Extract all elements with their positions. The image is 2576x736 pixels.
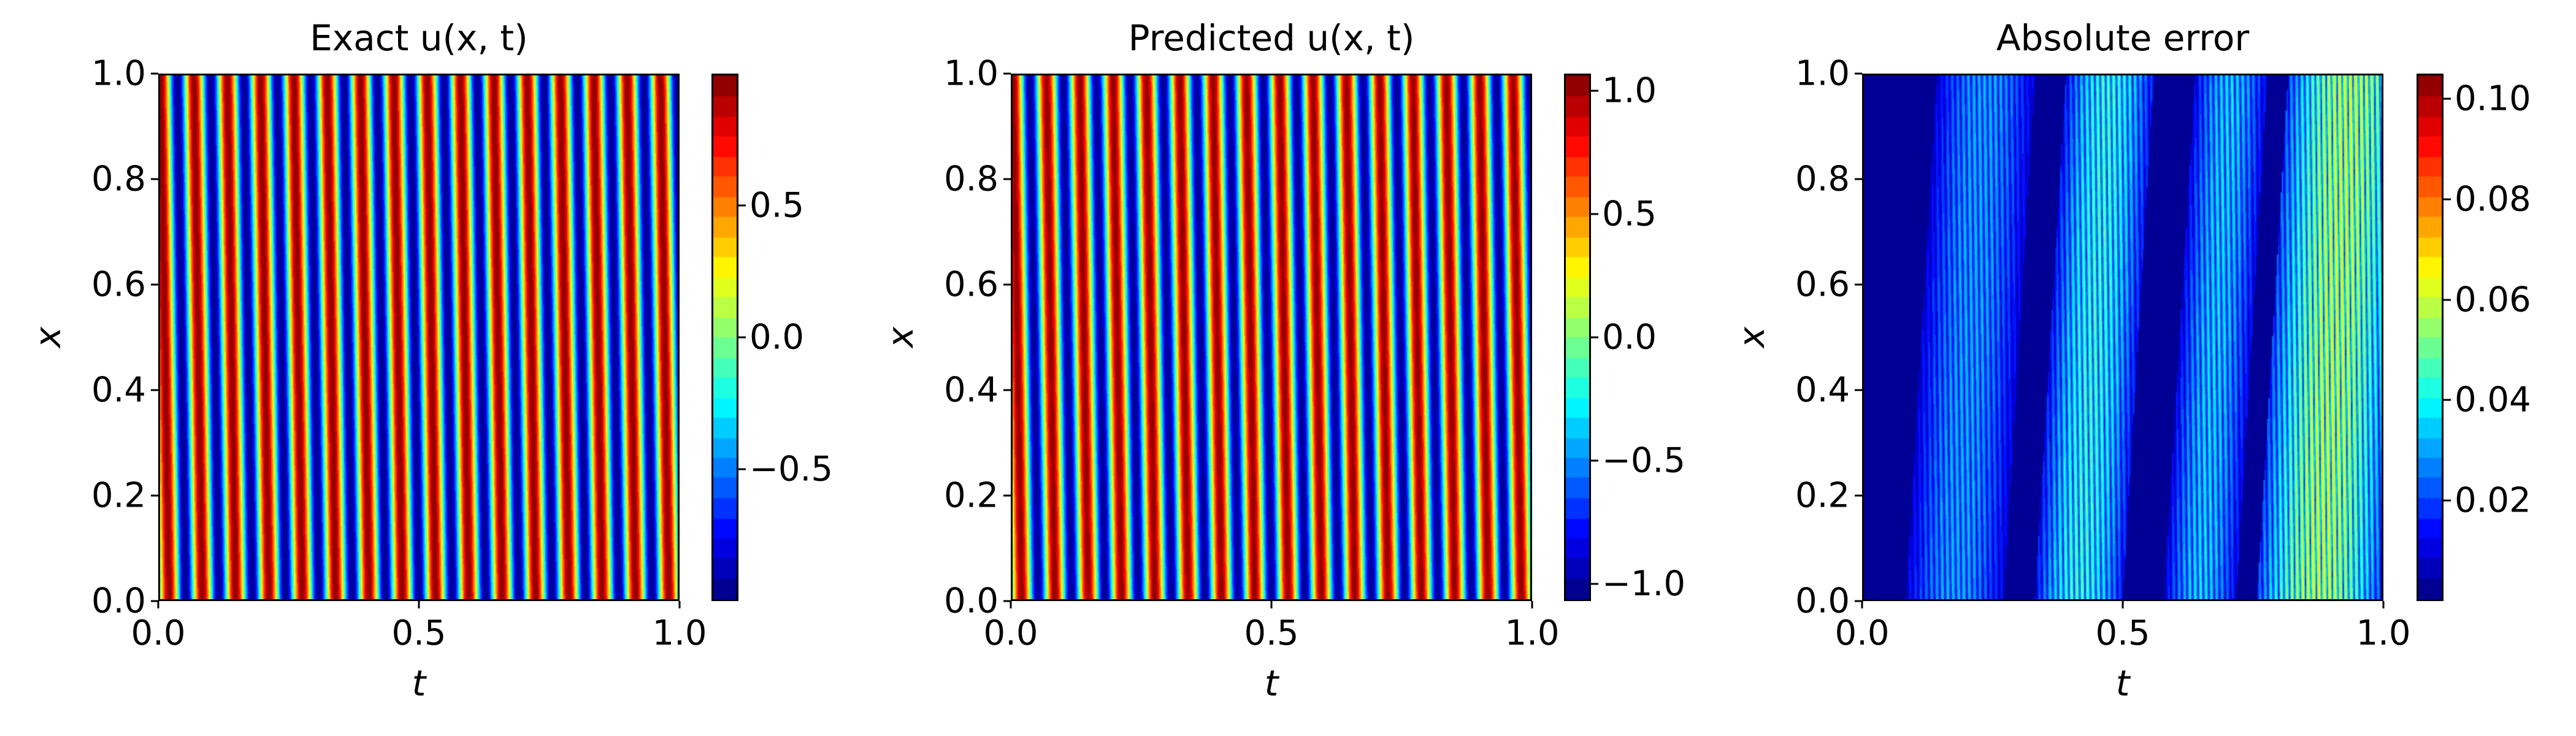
title-predicted: Predicted u(x, t) (1128, 17, 1415, 59)
ytick-mark (151, 600, 158, 602)
heatmap-exact (158, 74, 680, 601)
xtick-mark (2122, 601, 2124, 608)
ytick-mark (1003, 178, 1011, 180)
ytick-label: 0.2 (1795, 475, 1850, 516)
ytick-label: 0.6 (91, 264, 146, 305)
colorbar-tick-mark (738, 204, 746, 207)
colorbar-tick-label: −0.5 (749, 449, 833, 489)
xtick-mark (1531, 601, 1533, 608)
colorbar-tick-mark (2444, 499, 2451, 502)
heatmap-predicted (1011, 74, 1532, 601)
ytick-label: 0.4 (1795, 370, 1850, 410)
ytick-mark (1003, 72, 1011, 75)
xtick-mark (678, 601, 681, 608)
colorbar-tick-mark (1591, 583, 1598, 585)
ytick-label: 0.0 (91, 581, 146, 621)
colorbar-tick-label: 0.5 (749, 185, 805, 226)
xlabel-exact: t (412, 662, 426, 704)
colorbar-tick-label: 0.0 (749, 317, 805, 358)
ytick-mark (151, 72, 158, 75)
colorbar-tick-label: 0.02 (2455, 480, 2531, 521)
colorbar-tick-mark (2444, 299, 2451, 301)
xlabel-predicted: t (1264, 662, 1279, 704)
ytick-mark (1855, 72, 1862, 75)
xtick-mark (1010, 601, 1012, 608)
ytick-mark (1003, 389, 1011, 391)
xtick-mark (157, 601, 159, 608)
colorbar-tick-label: −1.0 (1602, 564, 1685, 604)
xtick-label: 0.5 (1244, 613, 1299, 653)
xtick-label: 0.0 (983, 613, 1038, 653)
colorbar-tick-mark (1591, 336, 1598, 339)
ytick-mark (151, 494, 158, 497)
ytick-mark (1855, 389, 1862, 391)
colorbar-tick-label: 0.04 (2455, 380, 2531, 420)
ytick-label: 0.8 (91, 159, 146, 199)
xtick-label: 0.0 (1834, 613, 1890, 653)
colorbar-tick-label: 0.10 (2455, 79, 2531, 119)
colorbar-exact (711, 74, 738, 601)
ytick-label: 0.2 (91, 475, 146, 516)
ytick-label: 1.0 (91, 53, 146, 94)
colorbar-tick-mark (2444, 98, 2451, 100)
colorbar-tick-label: 1.0 (1602, 71, 1657, 111)
ytick-label: 0.8 (1795, 159, 1850, 199)
xlabel-abs-error: t (2115, 662, 2130, 704)
colorbar-tick-label: −0.5 (1602, 440, 1685, 481)
ytick-label: 0.4 (91, 370, 146, 410)
subplot-exact: Exact u(x, t) x t (0, 0, 859, 736)
ytick-mark (151, 283, 158, 286)
ytick-mark (151, 389, 158, 391)
heatmap-abs-error (1862, 74, 2383, 601)
ytick-mark (1003, 600, 1011, 602)
xtick-label: 1.0 (1505, 613, 1560, 653)
ytick-label: 0.0 (943, 581, 999, 621)
ytick-mark (1003, 283, 1011, 286)
xtick-mark (1861, 601, 1863, 608)
ytick-mark (1003, 494, 1011, 497)
ytick-label: 0.6 (943, 264, 999, 305)
colorbar-tick-label: 0.0 (1602, 317, 1657, 358)
xtick-label: 1.0 (2356, 613, 2411, 653)
xtick-mark (418, 601, 420, 608)
colorbar-tick-mark (2444, 399, 2451, 401)
title-abs-error: Absolute error (1996, 17, 2250, 59)
ytick-label: 0.0 (1795, 581, 1850, 621)
subplot-predicted: Predicted u(x, t) x t (880, 17, 1591, 704)
xtick-label: 0.5 (391, 613, 447, 653)
ylabel-abs-error: x (1731, 326, 1773, 348)
colorbar-abs-error (2417, 74, 2444, 601)
xtick-label: 1.0 (652, 613, 707, 653)
colorbar-tick-mark (738, 336, 746, 339)
ytick-mark (1855, 600, 1862, 602)
xtick-mark (2382, 601, 2385, 608)
xtick-mark (1270, 601, 1273, 608)
ytick-label: 1.0 (1795, 53, 1850, 94)
ytick-label: 0.2 (943, 475, 999, 516)
ytick-label: 0.6 (1795, 264, 1850, 305)
ytick-label: 0.4 (943, 370, 999, 410)
colorbar-tick-label: 0.06 (2455, 280, 2531, 320)
colorbar-tick-mark (1591, 459, 1598, 462)
colorbar-tick-mark (1591, 90, 1598, 92)
colorbar-tick-mark (2444, 198, 2451, 201)
ytick-mark (1855, 494, 1862, 497)
ytick-label: 1.0 (943, 53, 999, 94)
title-exact: Exact u(x, t) (310, 17, 528, 59)
colorbar-tick-label: 0.08 (2455, 179, 2531, 220)
ytick-mark (1855, 178, 1862, 180)
xtick-label: 0.5 (2095, 613, 2150, 653)
ytick-mark (151, 178, 158, 180)
xtick-label: 0.0 (131, 613, 186, 653)
colorbar-tick-mark (738, 468, 746, 470)
ytick-mark (1855, 283, 1862, 286)
colorbar-tick-mark (1591, 213, 1598, 215)
colorbar-tick-label: 0.5 (1602, 194, 1657, 234)
colorbar-predicted (1564, 74, 1591, 601)
ytick-label: 0.8 (943, 159, 999, 199)
